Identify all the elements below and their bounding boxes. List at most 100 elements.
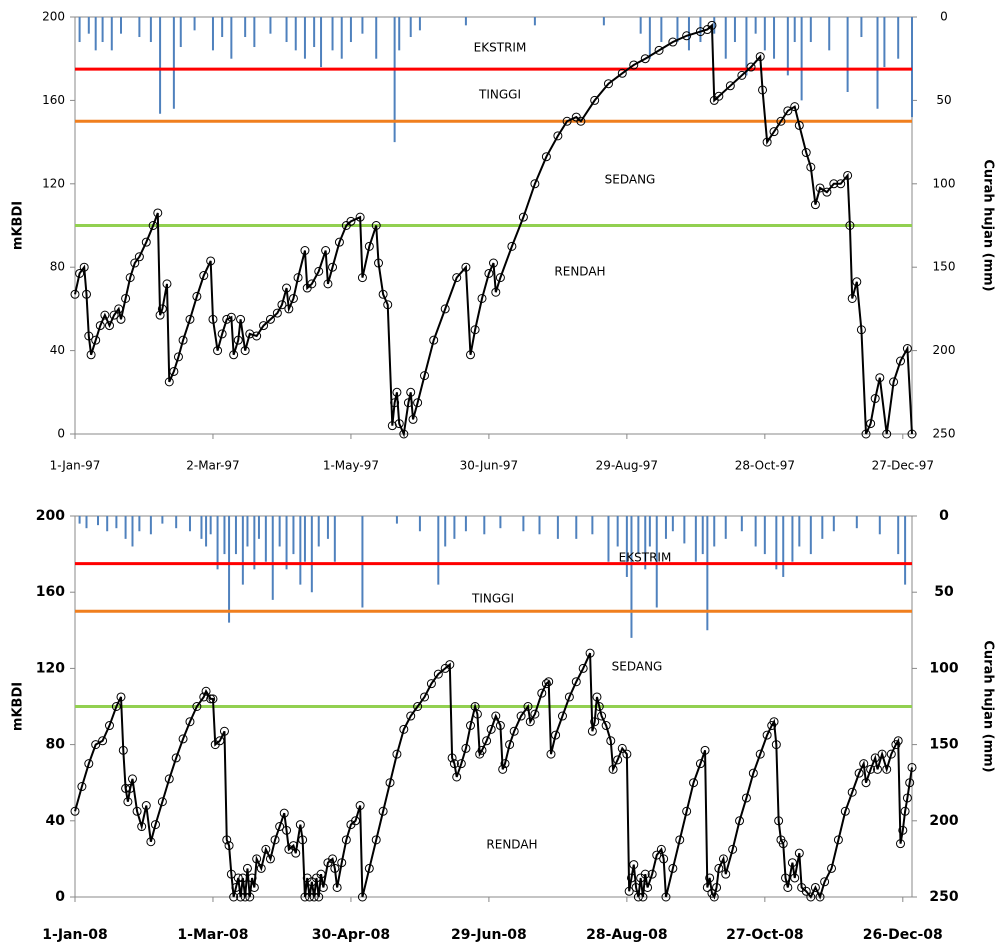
mkbdi-point [371,835,381,845]
y2-tick-label: 50 [936,93,951,107]
mkbdi-point [778,839,788,849]
mkbdi-point [498,764,508,774]
x-tick-label: 1-May-97 [323,459,379,473]
y-tick-label: 120 [42,176,65,190]
mkbdi-point [249,882,259,892]
mkbdi-point [98,736,108,746]
mkbdi-point [413,702,423,711]
mkbdi-point [557,711,567,721]
mkbdi-point [551,730,561,740]
mkbdi-point [238,873,248,883]
mkbdi-point [905,778,915,788]
mkbdi-point [265,854,275,864]
mkbdi-point [261,844,271,854]
y2-tick-label: 250 [933,427,956,441]
mkbdi-point [495,721,505,731]
mkbdi-point [121,783,131,793]
mkbdi-point [226,869,236,879]
mkbdi-point [346,216,356,226]
mkbdi-point [622,749,632,759]
mkbdi-point [215,736,225,746]
mkbdi-point [847,293,857,303]
mkbdi-point [413,398,423,408]
mkbdi-point [541,679,551,689]
mkbdi-point [445,660,455,670]
mkbdi-point [178,335,188,345]
mkbdi-point [217,329,227,339]
mkbdi-point [252,331,262,341]
mkbdi-point [866,419,876,429]
mkbdi-point [856,325,866,335]
mkbdi-point [185,314,195,324]
mkbdi-point [233,335,243,345]
mkbdi-point [447,753,457,763]
mkbdi-point [491,287,501,297]
mkbdi-point [587,726,597,736]
mkbdi-point [399,724,409,734]
mkbdi-point [833,835,843,845]
mkbdi-point [70,289,80,299]
mkbdi-point [229,892,239,902]
mkbdi-point [794,848,804,858]
x-tick-label: 29-Aug-97 [596,459,658,473]
mkbdi-point [790,873,800,883]
mkbdi-point [594,702,604,711]
mkbdi-point [392,387,402,397]
mkbdi-point [282,283,292,293]
mkbdi-point [426,679,436,689]
mkbdi-point [668,37,678,47]
mkbdi-point [284,304,294,314]
mkbdi-point [321,246,331,256]
mkbdi-point [815,183,825,193]
mkbdi-point [470,325,480,335]
mkbdi-point [661,892,671,902]
mkbdi-point [737,70,747,80]
mkbdi-point [104,721,114,731]
mkbdi-point [898,825,908,835]
mkbdi-point [291,848,301,858]
mkbdi-point [466,350,476,360]
x-tick-label: 2-Mar-97 [186,459,239,473]
mkbdi-point [741,793,751,803]
class-label: TINGGI [478,88,521,102]
mkbdi-point [104,321,114,331]
mkbdi-point [309,892,319,902]
x-tick-label: 1-Mar-08 [177,927,248,943]
mkbdi-point [157,797,167,807]
mkbdi-point [245,329,255,339]
mkbdi-point [873,764,883,774]
mkbdi-point [213,346,223,356]
y2-tick-label: 250 [929,889,958,905]
mkbdi-point [387,421,397,431]
mkbdi-point [125,783,135,793]
mkbdi-point [707,20,717,30]
y2-tick-label: 50 [934,584,954,600]
mkbdi-point [546,749,556,759]
mkbdi-point [843,170,853,180]
mkbdi-point [420,692,430,702]
mkbdi-point [755,749,765,759]
y-tick-label: 40 [46,813,66,829]
mkbdi-point [714,91,724,101]
mkbdi-point [882,764,892,774]
mkbdi-point [114,304,124,314]
class-label: EKSTRIM [619,551,672,565]
mkbdi-point [224,841,234,851]
mkbdi-point [169,366,179,376]
mkbdi-point [420,371,430,381]
mkbdi-point [357,273,367,283]
mkbdi-point [820,877,830,887]
mkbdi-point [806,162,816,172]
x-tick-label: 29-Jun-08 [451,927,527,943]
mkbdi-point [762,730,772,740]
panel: 0 40 80 120 160 200 0 50 100 150 200 250 1-Jan-08 1-M… [11,508,996,943]
mkbdi-point [709,892,719,902]
mkbdi-point [507,241,517,251]
mkbdi-point [907,429,917,439]
mkbdi-point [870,753,880,763]
mkbdi-point [486,724,496,734]
mkbdi-point [771,740,781,750]
mkbdi-point [783,882,793,892]
mkbdi-point [889,377,899,387]
